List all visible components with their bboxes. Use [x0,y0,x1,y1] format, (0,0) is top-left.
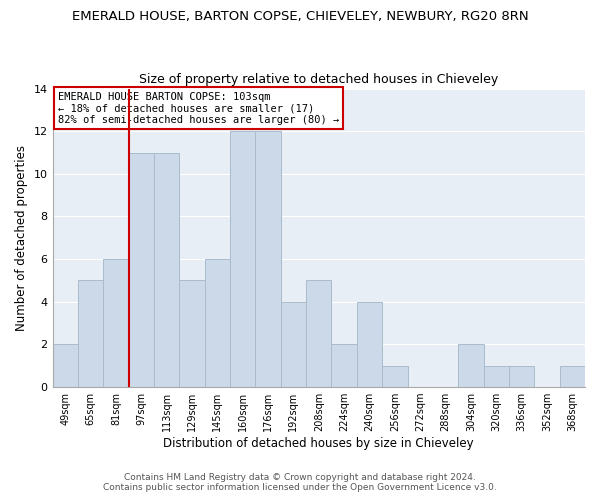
Text: EMERALD HOUSE, BARTON COPSE, CHIEVELEY, NEWBURY, RG20 8RN: EMERALD HOUSE, BARTON COPSE, CHIEVELEY, … [71,10,529,23]
Title: Size of property relative to detached houses in Chieveley: Size of property relative to detached ho… [139,73,499,86]
Bar [357,302,382,387]
X-axis label: Distribution of detached houses by size in Chieveley: Distribution of detached houses by size … [163,437,474,450]
Bar [230,131,256,387]
Bar [78,280,103,387]
Bar [53,344,78,387]
Bar [179,280,205,387]
Text: EMERALD HOUSE BARTON COPSE: 103sqm
← 18% of detached houses are smaller (17)
82%: EMERALD HOUSE BARTON COPSE: 103sqm ← 18%… [58,92,339,124]
Bar [154,152,179,387]
Text: Contains HM Land Registry data © Crown copyright and database right 2024.
Contai: Contains HM Land Registry data © Crown c… [103,473,497,492]
Y-axis label: Number of detached properties: Number of detached properties [15,145,28,331]
Bar [306,280,331,387]
Bar [281,302,306,387]
Bar [331,344,357,387]
Bar [205,259,230,387]
Bar [484,366,509,387]
Bar [128,152,154,387]
Bar [560,366,585,387]
Bar [256,131,281,387]
Bar [103,259,128,387]
Bar [509,366,534,387]
Bar [458,344,484,387]
Bar [382,366,407,387]
